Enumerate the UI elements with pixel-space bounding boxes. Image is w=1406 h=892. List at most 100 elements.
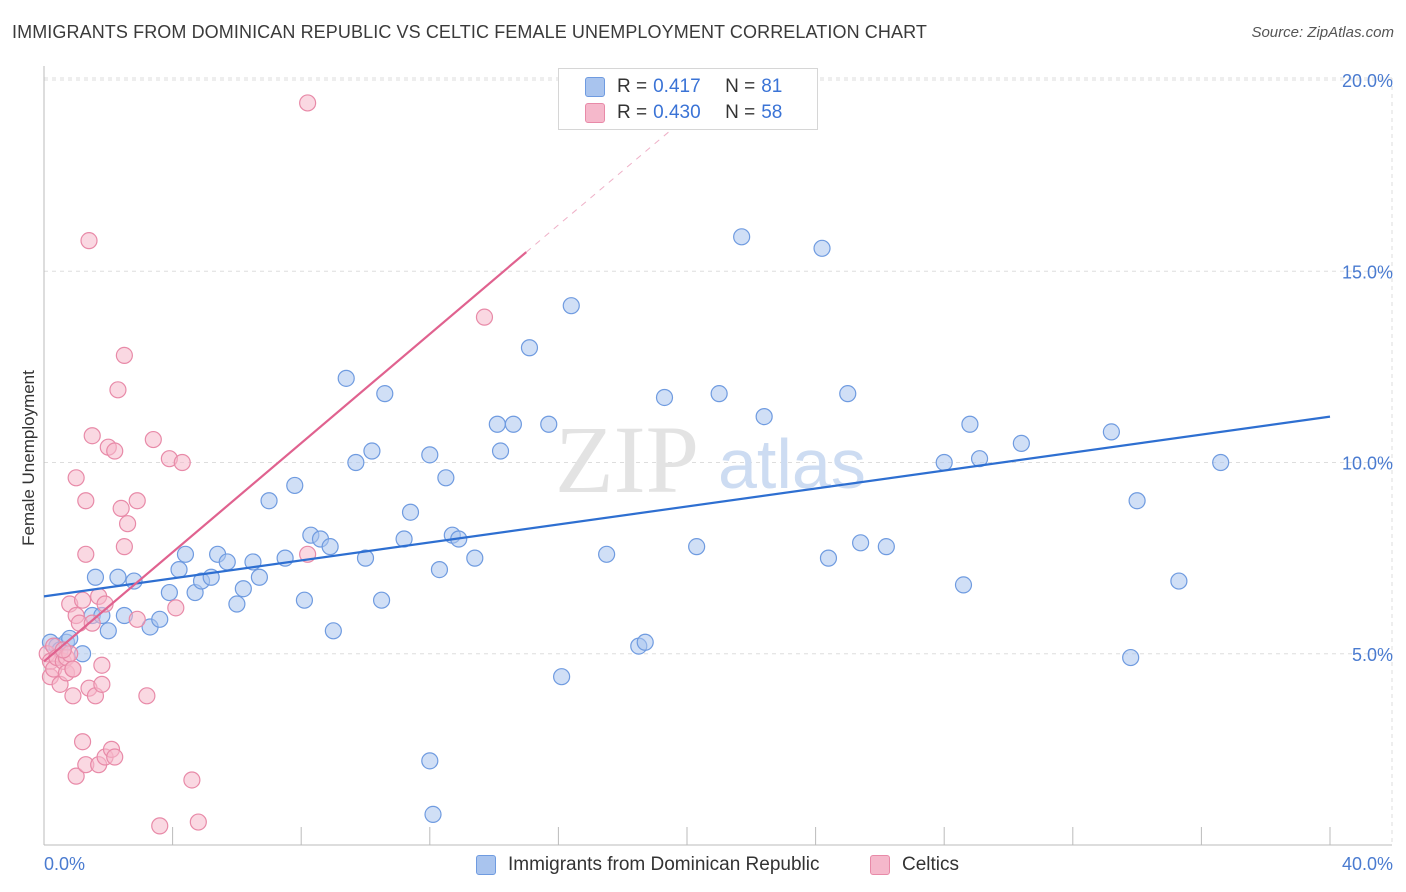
data-point-celtics bbox=[138, 687, 156, 705]
data-point-dominican bbox=[504, 415, 522, 433]
legend-swatch-blue bbox=[585, 77, 605, 97]
legend-item-celtics: Celtics bbox=[870, 852, 959, 878]
data-point-dominican bbox=[424, 805, 442, 824]
data-point-dominican bbox=[1012, 434, 1030, 452]
data-point-dominican bbox=[877, 538, 895, 556]
legend-r-label: R = bbox=[617, 102, 648, 123]
data-point-celtics bbox=[80, 232, 98, 250]
legend-item-dominican: Immigrants from Dominican Republic bbox=[476, 852, 820, 878]
data-point-dominican bbox=[553, 668, 571, 686]
data-point-dominican bbox=[961, 415, 979, 433]
legend-n-label: N = bbox=[725, 102, 756, 123]
watermark: ZIP atlas bbox=[555, 406, 866, 513]
legend-n-label: N = bbox=[725, 76, 756, 97]
data-point-celtics bbox=[64, 687, 82, 705]
data-point-dominican bbox=[372, 591, 391, 609]
data-point-dominican bbox=[160, 583, 178, 602]
data-point-dominican bbox=[710, 385, 728, 403]
data-point-dominican bbox=[109, 568, 127, 586]
data-point-celtics bbox=[475, 308, 494, 326]
data-point-dominican bbox=[1102, 423, 1120, 441]
trend-line-dominican bbox=[43, 415, 1331, 598]
data-point-dominican bbox=[151, 610, 169, 628]
legend-r-label: R = bbox=[617, 76, 648, 97]
data-point-dominican bbox=[935, 453, 953, 472]
series-blue-points bbox=[41, 228, 1230, 824]
legend-swatch-pink bbox=[870, 855, 890, 875]
data-point-celtics bbox=[77, 492, 95, 510]
data-point-celtics bbox=[115, 538, 133, 556]
data-point-celtics bbox=[93, 656, 111, 674]
data-point-dominican bbox=[839, 385, 857, 403]
data-point-dominican bbox=[295, 591, 314, 609]
data-point-dominican bbox=[170, 560, 188, 579]
legend-r-value: 0.430 bbox=[653, 102, 701, 123]
data-point-celtics bbox=[67, 469, 85, 487]
data-point-celtics bbox=[118, 515, 137, 533]
data-point-dominican bbox=[234, 580, 252, 598]
data-point-dominican bbox=[819, 549, 838, 567]
data-point-celtics bbox=[173, 453, 191, 472]
data-point-dominican bbox=[437, 469, 455, 487]
correlation-legend: R = 0.417 N = 81 R = 0.430 N = 58 bbox=[558, 68, 818, 130]
data-point-celtics bbox=[112, 499, 130, 517]
data-point-dominican bbox=[852, 534, 870, 552]
data-point-dominican bbox=[733, 228, 751, 246]
data-point-dominican bbox=[421, 446, 439, 464]
tick-labels: 5.0% 10.0% 15.0% 20.0% 0.0% 40.0% bbox=[44, 71, 1393, 874]
data-point-dominican bbox=[421, 752, 439, 770]
data-point-dominican bbox=[655, 388, 674, 407]
data-point-dominican bbox=[1122, 648, 1140, 667]
data-point-dominican bbox=[324, 622, 342, 640]
data-point-celtics bbox=[151, 817, 169, 835]
data-point-dominican bbox=[176, 545, 195, 563]
data-point-celtics bbox=[67, 767, 85, 785]
y-axis-label: Female Unemployment bbox=[19, 370, 38, 546]
data-point-dominican bbox=[954, 576, 973, 594]
data-point-dominican bbox=[488, 415, 506, 433]
data-point-celtics bbox=[128, 610, 146, 628]
data-point-dominican bbox=[813, 239, 831, 257]
data-point-dominican bbox=[337, 369, 355, 387]
series-pink-points bbox=[38, 94, 494, 835]
source-label: Source: ZipAtlas.com bbox=[1251, 24, 1394, 41]
data-point-dominican bbox=[562, 297, 580, 315]
data-point-celtics bbox=[73, 591, 92, 609]
data-point-celtics bbox=[106, 748, 124, 766]
data-point-dominican bbox=[1212, 453, 1230, 472]
data-point-dominican bbox=[598, 545, 616, 563]
data-point-celtics bbox=[77, 545, 95, 563]
data-point-dominican bbox=[755, 408, 773, 426]
data-point-celtics bbox=[299, 94, 317, 112]
axes bbox=[43, 66, 1392, 846]
trend-line-celtics bbox=[43, 251, 527, 663]
data-point-celtics bbox=[73, 733, 92, 751]
data-point-dominican bbox=[520, 339, 539, 357]
data-point-celtics bbox=[64, 660, 82, 678]
data-point-celtics bbox=[93, 675, 111, 693]
y-tick-label: 20.0% bbox=[1342, 71, 1393, 91]
data-point-dominican bbox=[347, 453, 365, 472]
y-tick-label: 15.0% bbox=[1342, 262, 1393, 282]
data-point-dominican bbox=[688, 538, 706, 556]
data-point-celtics bbox=[54, 641, 72, 659]
data-point-dominican bbox=[321, 538, 339, 556]
legend-label-celtics: Celtics bbox=[902, 854, 960, 875]
data-point-dominican bbox=[401, 503, 420, 521]
legend-swatch-blue bbox=[476, 855, 496, 875]
y-tick-label: 5.0% bbox=[1352, 645, 1393, 665]
data-point-celtics bbox=[128, 492, 146, 510]
data-point-dominican bbox=[286, 476, 304, 495]
legend-n-value: 58 bbox=[761, 102, 783, 123]
x-tick-label: 0.0% bbox=[44, 854, 85, 874]
data-point-dominican bbox=[250, 568, 269, 586]
data-point-celtics bbox=[83, 614, 101, 632]
watermark-zip: ZIP bbox=[555, 406, 699, 513]
data-point-celtics bbox=[106, 442, 124, 460]
data-point-celtics bbox=[83, 427, 101, 445]
data-point-celtics bbox=[109, 381, 127, 399]
legend-n-value: 81 bbox=[761, 76, 783, 97]
data-point-celtics bbox=[167, 599, 185, 617]
trend-lines bbox=[43, 102, 1331, 663]
